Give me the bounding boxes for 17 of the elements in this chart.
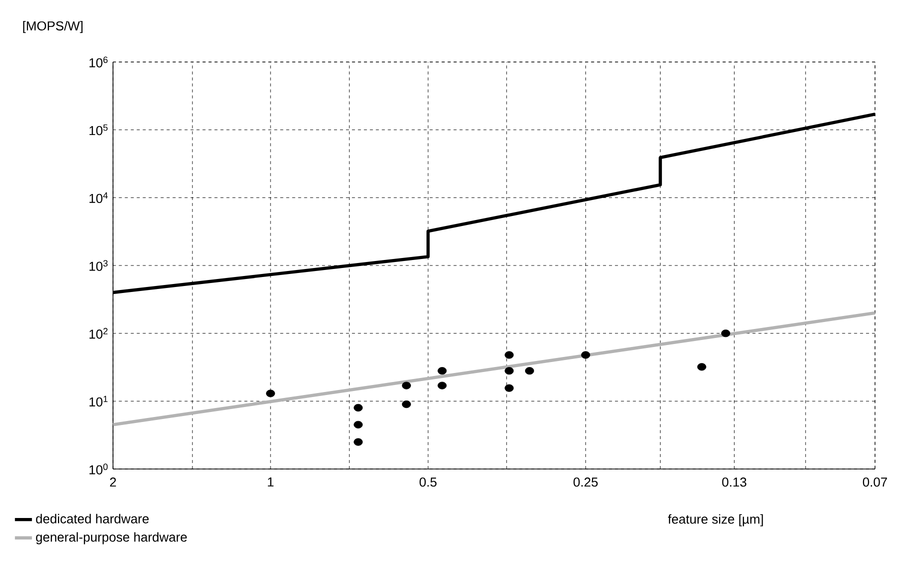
x-tick-label: 1 [268, 478, 274, 486]
y-tick-label: 10$^{0}$ [90, 464, 108, 474]
x-tick-label: 0.13 [722, 478, 746, 487]
y-tick-label: 10$^{5}$ [90, 124, 108, 136]
y-tick-label: 10$^{4}$ [90, 192, 108, 204]
y-axis-title: [MOPS/W] [23, 20, 83, 34]
y-tick-label: 10$^{3}$ [90, 260, 108, 271]
legend-label: dedicated hardware [36, 514, 149, 524]
legend-label: general-purpose hardware [36, 532, 187, 544]
x-axis-title: feature size [µm] [668, 514, 763, 526]
y-tick-label: 10$^{2}$ [90, 328, 108, 339]
x-tick-label: 0.07 [862, 478, 887, 487]
y-tick-label: 10$^{1}$ [90, 396, 108, 407]
x-tick-label: 0.5 [420, 478, 437, 487]
x-tick-label: 0.25 [574, 478, 598, 487]
y-tick-label: 10$^{6}$ [90, 56, 108, 68]
x-tick-label: 2 [110, 478, 116, 487]
